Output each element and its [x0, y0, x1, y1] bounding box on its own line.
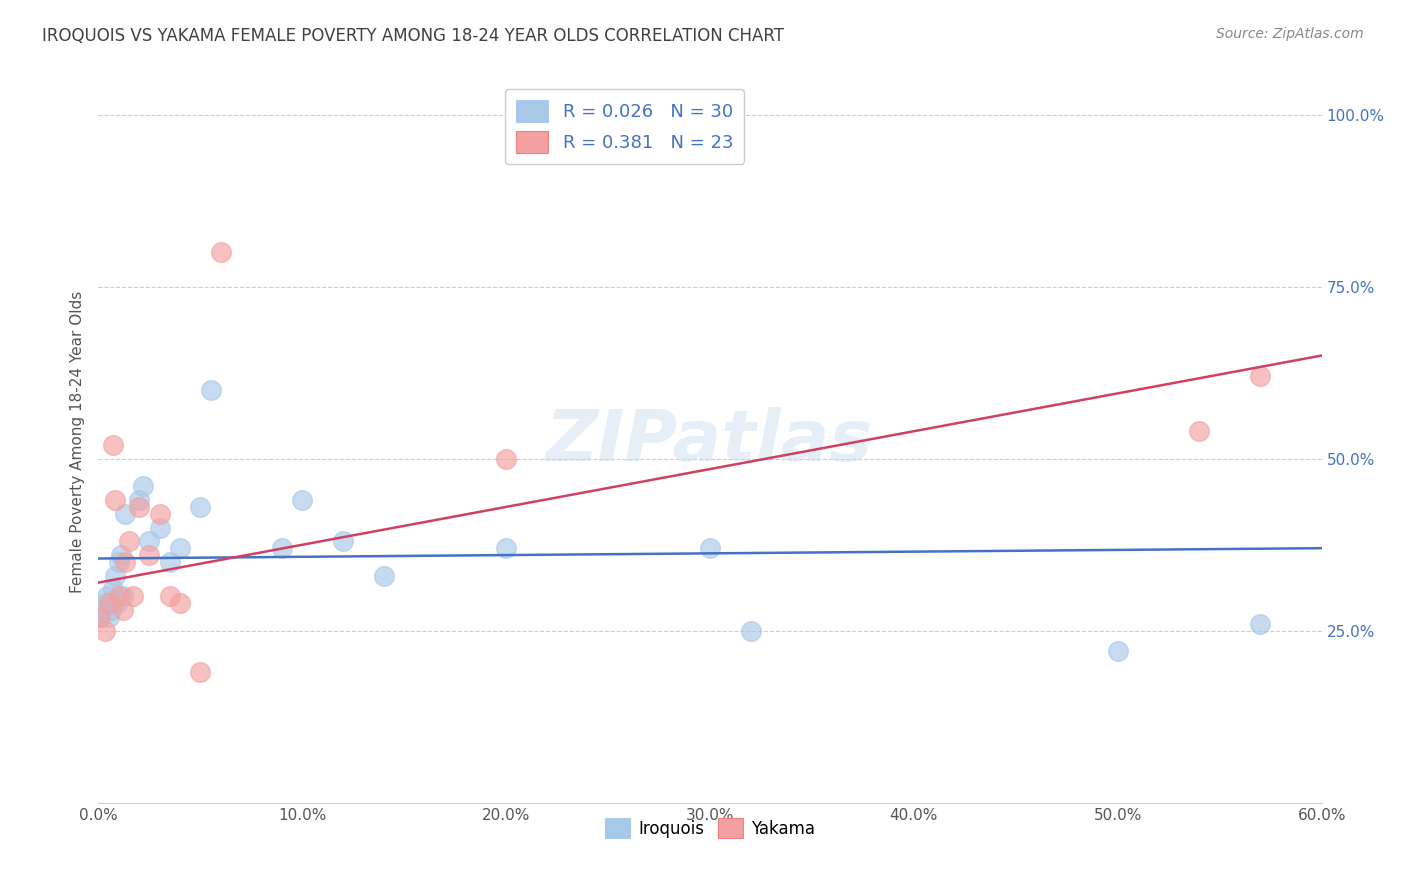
- Point: [100, 603, 122, 617]
- Point: [108, 555, 131, 569]
- Point: [138, 548, 160, 562]
- Point: [332, 534, 354, 549]
- Point: [128, 500, 150, 514]
- Point: [132, 479, 155, 493]
- Point: [111, 590, 134, 604]
- Point: [149, 520, 172, 534]
- Legend: Iroquois, Yakama: Iroquois, Yakama: [599, 812, 821, 845]
- Point: [270, 541, 294, 556]
- Point: [105, 596, 128, 610]
- Point: [122, 590, 145, 604]
- Point: [1249, 616, 1271, 631]
- Text: ZIPatlas: ZIPatlas: [547, 407, 873, 476]
- Point: [97, 610, 120, 624]
- Point: [1188, 424, 1211, 438]
- Point: [97, 596, 120, 610]
- Point: [740, 624, 762, 638]
- Point: [169, 596, 191, 610]
- Point: [114, 555, 136, 569]
- Point: [89, 610, 111, 624]
- Point: [93, 624, 115, 638]
- Point: [1107, 644, 1129, 658]
- Point: [101, 438, 124, 452]
- Point: [91, 603, 114, 617]
- Point: [159, 590, 181, 604]
- Point: [159, 555, 181, 569]
- Point: [89, 610, 111, 624]
- Point: [118, 534, 141, 549]
- Point: [111, 603, 134, 617]
- Point: [188, 500, 212, 514]
- Point: [149, 507, 172, 521]
- Point: [209, 245, 232, 260]
- Point: [169, 541, 191, 556]
- Text: Source: ZipAtlas.com: Source: ZipAtlas.com: [1216, 27, 1364, 41]
- Point: [200, 383, 222, 397]
- Text: IROQUOIS VS YAKAMA FEMALE POVERTY AMONG 18-24 YEAR OLDS CORRELATION CHART: IROQUOIS VS YAKAMA FEMALE POVERTY AMONG …: [42, 27, 785, 45]
- Point: [1249, 369, 1271, 384]
- Y-axis label: Female Poverty Among 18-24 Year Olds: Female Poverty Among 18-24 Year Olds: [69, 291, 84, 592]
- Point: [96, 590, 118, 604]
- Point: [101, 582, 124, 597]
- Point: [188, 665, 212, 679]
- Point: [495, 541, 517, 556]
- Point: [699, 541, 721, 556]
- Point: [495, 451, 517, 466]
- Point: [104, 493, 127, 508]
- Point: [138, 534, 160, 549]
- Point: [104, 568, 127, 582]
- Point: [373, 568, 395, 582]
- Point: [110, 548, 132, 562]
- Point: [108, 590, 131, 604]
- Point: [291, 493, 314, 508]
- Point: [114, 507, 136, 521]
- Point: [93, 596, 115, 610]
- Point: [128, 493, 150, 508]
